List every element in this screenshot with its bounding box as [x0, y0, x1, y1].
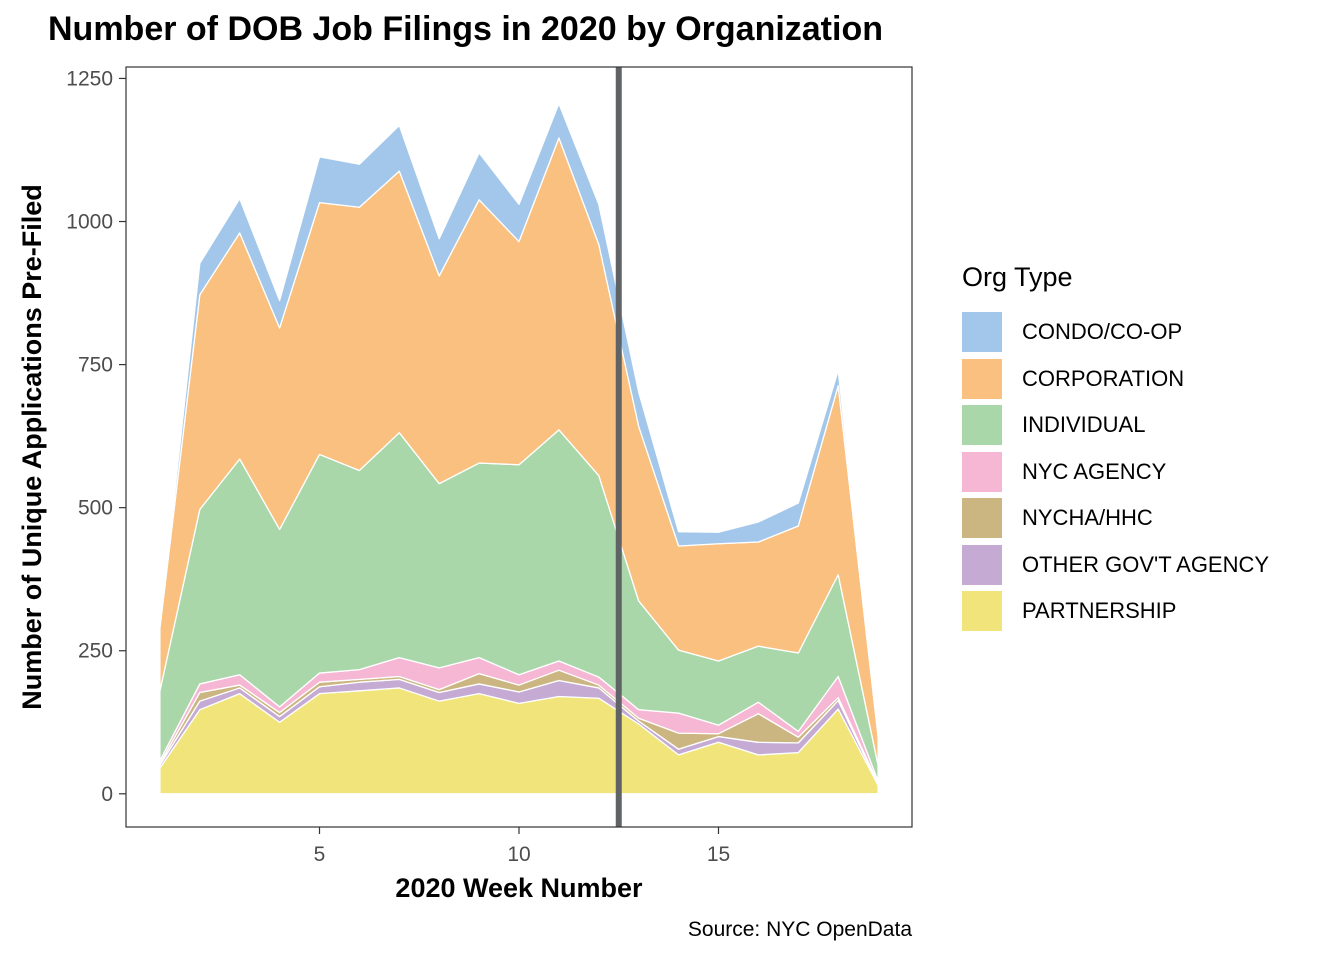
x-tick-label: 10 [507, 843, 530, 866]
legend-item: NYC AGENCY [962, 449, 1269, 496]
legend-label: CORPORATION [1022, 365, 1185, 391]
legend-swatch [962, 544, 1002, 585]
legend-label: INDIVIDUAL [1022, 412, 1146, 438]
legend-item: PARTNERSHIP [962, 588, 1269, 635]
legend-item: INDIVIDUAL [962, 402, 1269, 449]
legend-label: CONDO/CO-OP [1022, 319, 1183, 345]
legend-swatch [962, 312, 1002, 353]
legend-swatch [962, 358, 1002, 399]
legend-items: CONDO/CO-OP CORPORATION INDIVIDUAL NYC AGEN… [962, 309, 1269, 635]
area-series [159, 102, 879, 738]
x-tick-label: 5 [314, 843, 326, 866]
area-layer [159, 102, 879, 795]
legend-item: OTHER GOV'T AGENCY [962, 542, 1269, 589]
legend-swatch [962, 405, 1002, 446]
legend-swatch [962, 498, 1002, 539]
legend-swatch [962, 591, 1002, 632]
legend: Org Type CONDO/CO-OP CORPORATION INDIVIDUA… [962, 262, 1269, 635]
x-tick-label: 15 [707, 843, 730, 866]
y-tick-label: 750 [78, 354, 113, 377]
legend-label: OTHER GOV'T AGENCY [1022, 551, 1270, 577]
x-axis-label: 2020 Week Number [395, 873, 643, 903]
chart-title: Number of DOB Job Filings in 2020 by Org… [48, 10, 883, 48]
legend-swatch [962, 451, 1002, 492]
x-axis: 5 10 15 [314, 827, 730, 866]
legend-label: NYC AGENCY [1022, 458, 1167, 484]
y-tick-label: 1000 [66, 211, 113, 234]
y-axis-label: Number of Unique Applications Pre-Filed [17, 184, 47, 710]
y-axis: 0 250 500 750 1000 1250 [66, 67, 126, 806]
legend-label: PARTNERSHIP [1022, 598, 1177, 624]
source-caption: Source: NYC OpenData [687, 918, 912, 941]
y-tick-label: 500 [78, 497, 113, 520]
legend-title: Org Type [962, 262, 1073, 292]
legend-item: CONDO/CO-OP [962, 309, 1269, 356]
y-tick-label: 250 [78, 640, 113, 663]
y-tick-label: 1250 [66, 67, 113, 90]
legend-item: NYCHA/HHC [962, 495, 1269, 542]
legend-item: CORPORATION [962, 356, 1269, 403]
legend-label: NYCHA/HHC [1022, 505, 1153, 531]
y-tick-label: 0 [101, 783, 113, 806]
